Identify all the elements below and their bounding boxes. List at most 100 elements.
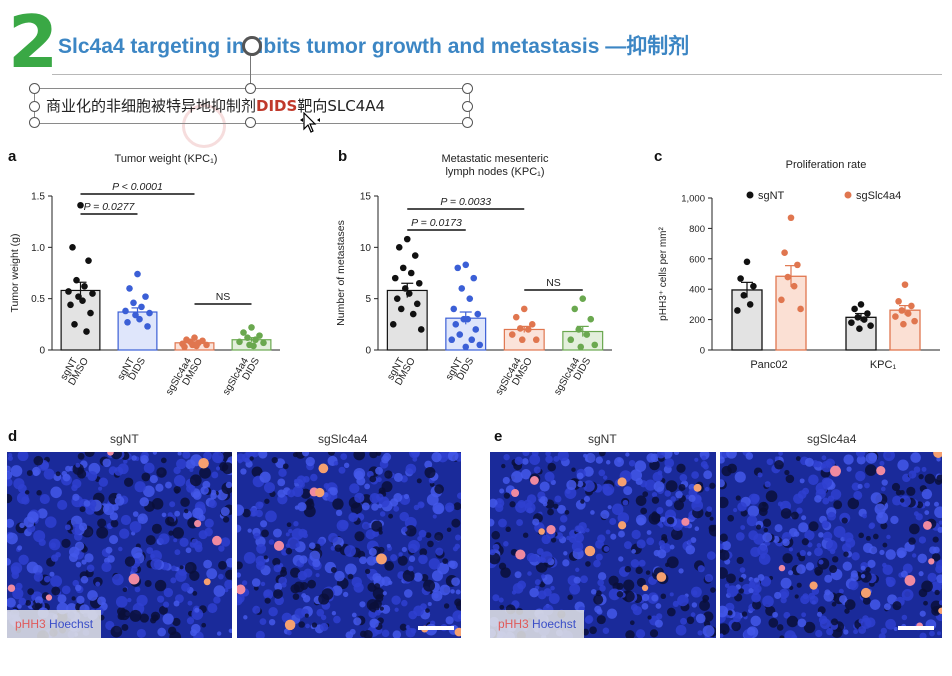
data-point — [900, 320, 907, 328]
data-point — [734, 307, 741, 314]
data-point — [85, 257, 92, 264]
panel-letter-d: d — [8, 428, 18, 445]
data-point — [395, 244, 403, 251]
micrograph-e-sgslc4a4 — [720, 452, 942, 638]
category-label: KPC₁ — [870, 359, 897, 371]
legend-marker — [844, 191, 852, 199]
data-point — [856, 325, 863, 333]
resize-handle-top[interactable] — [245, 83, 256, 94]
data-point — [83, 328, 90, 335]
data-point — [583, 331, 591, 338]
textbox-text[interactable]: 商业化的非细胞被特异地抑制剂DIDS靶向SLC4A4 — [46, 95, 385, 116]
data-point — [191, 334, 198, 341]
data-point — [397, 305, 405, 313]
data-point — [399, 264, 407, 272]
significance-label: P = 0.0033 — [440, 196, 491, 208]
micro-d-label-left: sgNT — [110, 432, 139, 446]
data-point — [532, 336, 540, 344]
data-point — [71, 321, 78, 328]
data-point — [867, 322, 874, 329]
slide-number: 2 — [8, 0, 59, 84]
data-point — [146, 309, 153, 317]
stain-red-label: pHH3 — [15, 617, 46, 631]
y-tick-label: 1.5 — [31, 192, 45, 203]
data-point — [470, 274, 478, 282]
stain-legend-d: pHH3 Hoechst — [7, 610, 102, 638]
data-point — [512, 313, 520, 321]
y-tick-label: 0 — [365, 346, 371, 357]
data-point — [508, 331, 516, 338]
data-point — [895, 298, 902, 305]
data-point — [130, 299, 137, 307]
micrograph-texture — [490, 452, 716, 638]
data-point — [134, 270, 141, 278]
data-point — [73, 276, 80, 284]
data-point — [743, 258, 751, 266]
data-point — [448, 336, 456, 344]
y-tick-label: 5 — [365, 294, 371, 305]
data-point — [124, 318, 131, 326]
panel-letter-b: b — [338, 148, 348, 165]
y-axis-label: Number of metastases — [335, 220, 347, 326]
resize-handle-right[interactable] — [462, 101, 473, 112]
resize-handle-left[interactable] — [29, 101, 40, 112]
data-point — [472, 326, 480, 333]
data-point — [474, 310, 482, 318]
data-point — [892, 313, 899, 320]
bar — [775, 275, 807, 351]
data-point — [901, 281, 909, 288]
data-point — [904, 310, 912, 317]
data-point — [466, 295, 474, 302]
resize-handle-top-right[interactable] — [462, 83, 473, 94]
data-point — [126, 285, 133, 292]
micrograph-texture — [720, 452, 942, 638]
textbox-text-suffix: 靶向SLC4A4 — [297, 97, 386, 115]
panel-letter-a: a — [8, 148, 17, 165]
selected-textbox[interactable] — [29, 83, 473, 128]
data-point — [579, 295, 587, 302]
y-tick-label: 1,000 — [681, 194, 705, 205]
data-point — [456, 331, 464, 338]
rotate-handle[interactable] — [242, 36, 262, 56]
data-point — [409, 310, 417, 318]
data-point — [81, 283, 88, 290]
significance-label: NS — [216, 291, 231, 303]
data-point — [250, 342, 257, 350]
y-axis-label: pHH3⁺ cells per mm² — [658, 227, 669, 321]
stain-blue-label: Hoechst — [49, 617, 94, 631]
data-point — [740, 291, 748, 299]
data-point — [389, 321, 397, 328]
micro-d-label-right: sgSlc4a4 — [318, 432, 368, 446]
y-tick-label: 0 — [700, 346, 705, 357]
data-point — [391, 274, 399, 282]
data-point — [401, 285, 409, 292]
slide-title[interactable]: Slc4a4 targeting inhibits tumor growth a… — [58, 35, 690, 58]
data-point — [784, 273, 792, 281]
data-point — [67, 301, 74, 309]
legend-label: sgSlc4a4 — [856, 190, 901, 202]
data-point — [407, 269, 415, 277]
data-point — [77, 201, 84, 209]
data-point — [142, 293, 149, 300]
data-point — [136, 315, 143, 323]
y-tick-label: 10 — [360, 243, 372, 254]
data-point — [911, 317, 918, 325]
data-point — [860, 316, 868, 323]
textbox-text-highlight: DIDS — [256, 97, 298, 115]
data-point — [854, 314, 862, 321]
micrograph-e-sgnt — [490, 452, 716, 638]
legend-label: sgNT — [758, 190, 785, 202]
data-point — [778, 296, 785, 304]
resize-handle-bottom[interactable] — [245, 117, 256, 128]
textbox-text-prefix: 商业化的非细胞被特异地抑制剂 — [46, 97, 257, 115]
data-point — [122, 307, 129, 315]
resize-handle-top-left[interactable] — [29, 83, 40, 94]
resize-handle-bottom-right[interactable] — [462, 117, 473, 128]
data-point — [248, 324, 255, 331]
bar — [386, 289, 428, 351]
resize-handle-bottom-left[interactable] — [29, 117, 40, 128]
data-point — [790, 282, 798, 290]
data-point — [260, 339, 267, 347]
data-point — [787, 214, 795, 222]
data-point — [468, 336, 476, 344]
